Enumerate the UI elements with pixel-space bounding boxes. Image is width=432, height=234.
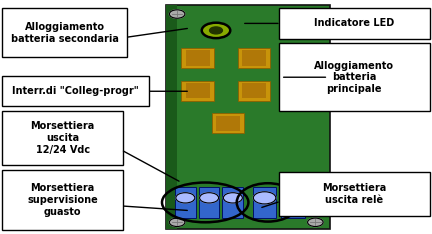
FancyBboxPatch shape <box>181 48 214 68</box>
FancyBboxPatch shape <box>186 50 210 66</box>
Circle shape <box>282 192 304 204</box>
FancyBboxPatch shape <box>222 187 243 218</box>
Text: Alloggiamento
batteria
principale: Alloggiamento batteria principale <box>314 61 394 94</box>
FancyBboxPatch shape <box>216 116 240 131</box>
Circle shape <box>223 193 242 203</box>
FancyBboxPatch shape <box>238 81 270 101</box>
Circle shape <box>169 10 185 18</box>
FancyBboxPatch shape <box>279 172 430 216</box>
FancyBboxPatch shape <box>166 5 330 229</box>
Circle shape <box>200 193 219 203</box>
Circle shape <box>308 10 323 18</box>
FancyBboxPatch shape <box>2 8 127 57</box>
Circle shape <box>176 193 195 203</box>
Text: Morsettiera
uscita relè: Morsettiera uscita relè <box>322 183 386 205</box>
FancyBboxPatch shape <box>2 170 123 230</box>
FancyBboxPatch shape <box>181 81 214 101</box>
FancyBboxPatch shape <box>242 83 266 98</box>
FancyBboxPatch shape <box>175 187 196 218</box>
FancyBboxPatch shape <box>281 187 305 218</box>
FancyBboxPatch shape <box>279 43 430 111</box>
FancyBboxPatch shape <box>242 50 266 66</box>
Circle shape <box>253 192 276 204</box>
Text: Interr.di "Colleg-progr": Interr.di "Colleg-progr" <box>12 86 139 96</box>
FancyBboxPatch shape <box>2 76 149 106</box>
FancyBboxPatch shape <box>279 8 430 39</box>
Text: Alloggiamento
batteria secondaria: Alloggiamento batteria secondaria <box>11 22 119 44</box>
FancyBboxPatch shape <box>186 83 210 98</box>
Circle shape <box>308 218 323 227</box>
FancyBboxPatch shape <box>2 111 123 165</box>
FancyBboxPatch shape <box>212 113 244 133</box>
FancyBboxPatch shape <box>238 48 270 68</box>
Text: Morsettiera
uscita
12/24 Vdc: Morsettiera uscita 12/24 Vdc <box>31 121 95 155</box>
Circle shape <box>202 23 230 38</box>
Text: Morsettiera
supervisione
guasto: Morsettiera supervisione guasto <box>27 183 98 217</box>
Circle shape <box>210 27 222 34</box>
FancyBboxPatch shape <box>199 187 219 218</box>
Circle shape <box>169 218 185 227</box>
FancyBboxPatch shape <box>253 187 276 218</box>
FancyBboxPatch shape <box>166 5 177 229</box>
Text: Indicatore LED: Indicatore LED <box>314 18 394 28</box>
